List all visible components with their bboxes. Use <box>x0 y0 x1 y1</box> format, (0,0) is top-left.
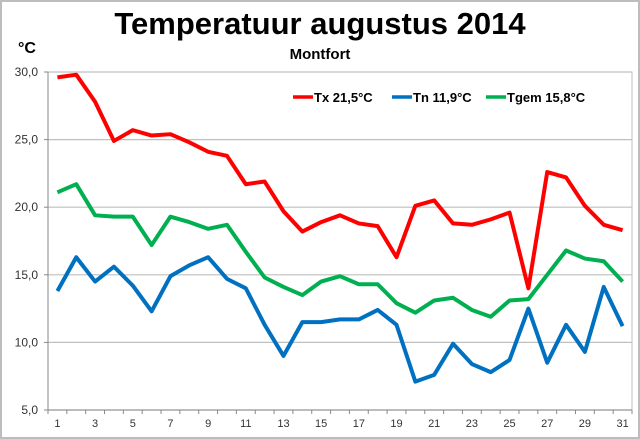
chart-subtitle: Montfort <box>289 46 351 63</box>
x-tick-label: 15 <box>315 418 327 430</box>
x-tick-label: 19 <box>390 418 402 430</box>
legend-entry: Tgem 15,8°C <box>507 90 586 105</box>
x-tick-label: 21 <box>428 418 440 430</box>
x-tick-label: 31 <box>616 418 628 430</box>
x-tick-label: 3 <box>92 418 98 430</box>
x-tick-label: 7 <box>167 418 173 430</box>
y-axis-label: °C <box>18 40 36 57</box>
x-tick-label: 5 <box>130 418 136 430</box>
y-tick-label: 10,0 <box>15 335 39 349</box>
x-tick-label: 13 <box>277 418 289 430</box>
legend-entry: Tx 21,5°C <box>314 90 373 105</box>
y-tick-label: 5,0 <box>21 403 38 417</box>
x-tick-label: 17 <box>353 418 365 430</box>
y-tick-label: 15,0 <box>15 268 39 282</box>
x-tick-label: 25 <box>503 418 515 430</box>
legend-entry: Tn 11,9°C <box>413 90 472 105</box>
series-line-tx <box>57 72 624 291</box>
y-tick-label: 30,0 <box>15 65 39 79</box>
x-tick-label: 27 <box>541 418 553 430</box>
x-tick-label: 1 <box>54 418 60 430</box>
chart-title: Temperatuur augustus 2014 <box>114 6 526 41</box>
x-tick-label: 23 <box>466 418 478 430</box>
y-tick-label: 25,0 <box>15 133 39 147</box>
y-tick-label: 20,0 <box>15 200 39 214</box>
x-tick-label: 29 <box>579 418 591 430</box>
x-tick-label: 9 <box>205 418 211 430</box>
x-tick-label: 11 <box>240 418 251 430</box>
